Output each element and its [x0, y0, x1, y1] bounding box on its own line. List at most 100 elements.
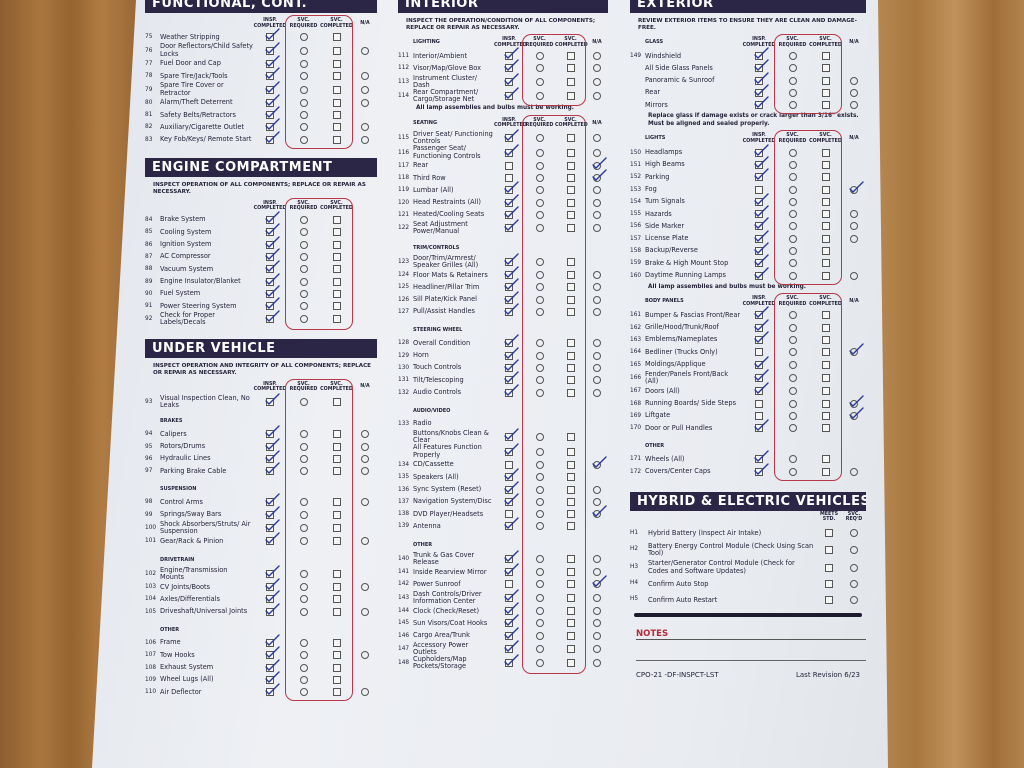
na-radio[interactable] [593, 376, 601, 385]
svc-completed-checkbox[interactable] [332, 498, 341, 507]
na-radio[interactable] [593, 77, 601, 86]
na-radio[interactable] [593, 64, 601, 73]
svc-required-radio[interactable] [535, 568, 544, 577]
svc-completed-checkbox[interactable] [821, 455, 830, 464]
na-radio[interactable] [361, 607, 369, 616]
na-radio[interactable] [593, 283, 601, 292]
svc-required-radio[interactable] [299, 467, 308, 476]
svc-required-radio[interactable] [535, 607, 544, 616]
svc-required-radio[interactable] [535, 211, 544, 220]
svc-completed-checkbox[interactable] [566, 593, 575, 602]
svc-completed-checkbox[interactable] [566, 554, 575, 563]
svc-completed-checkbox[interactable] [332, 72, 341, 81]
svc-required-radio[interactable] [535, 580, 544, 589]
na-radio[interactable] [593, 52, 601, 61]
svc-completed-checkbox[interactable] [332, 33, 341, 42]
svc-completed-checkbox[interactable] [821, 210, 830, 219]
na-radio[interactable] [593, 224, 601, 233]
na-radio[interactable] [593, 485, 601, 494]
svc-required-radio[interactable] [535, 363, 544, 372]
svc-required-radio[interactable] [535, 522, 544, 531]
svc-required-radio[interactable] [299, 72, 308, 81]
svc-completed-checkbox[interactable] [332, 663, 341, 672]
svc-completed-checkbox[interactable] [821, 467, 830, 476]
svc-required-radio[interactable] [299, 240, 308, 249]
svc-required-radio[interactable] [535, 554, 544, 563]
svc-required-radio[interactable] [299, 216, 308, 225]
svc-completed-checkbox[interactable] [332, 607, 341, 616]
na-radio[interactable] [593, 619, 601, 628]
svc-required-radio[interactable] [535, 447, 544, 456]
na-radio[interactable] [593, 631, 601, 640]
svc-required-radio[interactable] [788, 222, 797, 231]
na-radio[interactable] [361, 537, 369, 546]
svc-completed-checkbox[interactable] [821, 76, 830, 85]
svc-completed-checkbox[interactable] [566, 388, 575, 397]
svc-required-radio[interactable] [535, 64, 544, 73]
svc-completed-checkbox[interactable] [821, 222, 830, 231]
svc-required-radio[interactable] [535, 351, 544, 360]
svc-completed-checkbox[interactable] [566, 485, 575, 494]
na-radio[interactable] [593, 148, 601, 157]
svc-required-radio[interactable] [535, 473, 544, 482]
svc-required-radio[interactable] [299, 289, 308, 298]
svc-required-radio[interactable] [299, 675, 308, 684]
svc-required-radio[interactable] [299, 537, 308, 546]
na-radio[interactable] [593, 659, 601, 668]
svc-required-radio[interactable] [299, 111, 308, 120]
na-radio[interactable] [593, 388, 601, 397]
insp-completed-checkbox[interactable] [755, 399, 763, 408]
svc-completed-checkbox[interactable] [821, 311, 830, 320]
svc-completed-checkbox[interactable] [821, 271, 830, 280]
svc-required-radio[interactable] [788, 271, 797, 280]
svc-required-radio[interactable] [788, 210, 797, 219]
svc-completed-checkbox[interactable] [332, 228, 341, 237]
na-radio[interactable] [593, 339, 601, 348]
svc-required-radio[interactable] [788, 424, 797, 433]
na-radio[interactable] [361, 72, 369, 81]
na-radio[interactable] [361, 135, 369, 144]
svc-completed-checkbox[interactable] [332, 675, 341, 684]
svc-reqd-radio[interactable] [850, 563, 858, 572]
insp-completed-checkbox[interactable] [505, 174, 513, 183]
na-radio[interactable] [593, 198, 601, 207]
svc-required-radio[interactable] [535, 659, 544, 668]
svc-required-radio[interactable] [788, 467, 797, 476]
svc-completed-checkbox[interactable] [566, 447, 575, 456]
svc-required-radio[interactable] [535, 77, 544, 86]
svc-completed-checkbox[interactable] [566, 92, 575, 101]
na-radio[interactable] [593, 211, 601, 220]
svc-required-radio[interactable] [299, 85, 308, 94]
svc-required-radio[interactable] [535, 257, 544, 266]
na-radio[interactable] [361, 583, 369, 592]
svc-required-radio[interactable] [299, 607, 308, 616]
na-radio[interactable] [593, 186, 601, 195]
na-radio[interactable] [593, 351, 601, 360]
svc-required-radio[interactable] [535, 485, 544, 494]
svc-completed-checkbox[interactable] [821, 148, 830, 157]
svc-completed-checkbox[interactable] [821, 373, 830, 382]
svc-completed-checkbox[interactable] [332, 442, 341, 451]
svc-completed-checkbox[interactable] [566, 631, 575, 640]
svc-reqd-radio[interactable] [850, 529, 858, 538]
svc-required-radio[interactable] [788, 173, 797, 182]
svc-required-radio[interactable] [299, 569, 308, 578]
svc-required-radio[interactable] [535, 198, 544, 207]
svc-required-radio[interactable] [299, 135, 308, 144]
svc-required-radio[interactable] [535, 510, 544, 519]
svc-completed-checkbox[interactable] [566, 619, 575, 628]
svc-completed-checkbox[interactable] [566, 522, 575, 531]
svc-completed-checkbox[interactable] [566, 271, 575, 280]
svc-completed-checkbox[interactable] [332, 583, 341, 592]
svc-reqd-radio[interactable] [850, 546, 858, 555]
svc-completed-checkbox[interactable] [566, 659, 575, 668]
svc-completed-checkbox[interactable] [566, 607, 575, 616]
svc-required-radio[interactable] [299, 651, 308, 660]
na-radio[interactable] [361, 98, 369, 107]
svc-required-radio[interactable] [535, 52, 544, 61]
svc-required-radio[interactable] [299, 277, 308, 286]
svc-required-radio[interactable] [535, 161, 544, 170]
svc-completed-checkbox[interactable] [821, 335, 830, 344]
svc-completed-checkbox[interactable] [821, 360, 830, 369]
svc-required-radio[interactable] [535, 283, 544, 292]
